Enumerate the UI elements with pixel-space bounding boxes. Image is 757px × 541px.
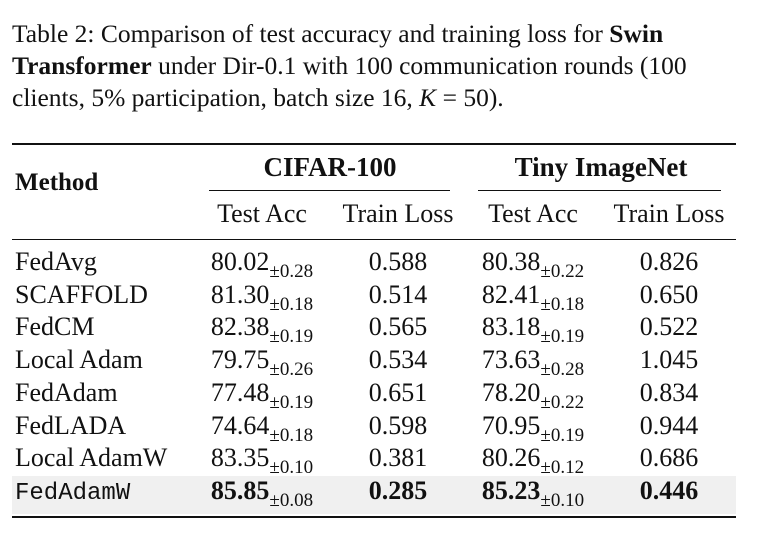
cifar-test-acc-cell: 74.64±0.18	[211, 411, 313, 451]
cifar-test-acc-cell-value: 77.48	[210, 378, 270, 407]
tiny-test-acc-cell-std: ±0.19	[540, 326, 585, 347]
cifar-test-acc-cell: 81.30±0.18	[211, 280, 313, 320]
tiny-test-acc-cell: 80.38±0.22	[482, 247, 584, 287]
cifar-test-acc-cell-std: ±0.19	[269, 326, 314, 347]
cifar-train-loss-cell: 0.565	[368, 312, 428, 341]
tiny-test-acc-cell: 73.63±0.28	[482, 345, 584, 385]
cifar-test-acc-cell-value: 83.35	[210, 443, 270, 472]
tiny-train-loss-cell: 0.446	[639, 476, 699, 505]
caption-middle: under Dir-0.1 with 100 communication rou…	[12, 51, 687, 112]
tiny-train-loss-cell: 1.045	[639, 345, 699, 374]
tiny-test-acc-cell-std: ±0.22	[540, 261, 585, 282]
tiny-train-loss-cell: 0.826	[639, 247, 699, 276]
tiny-test-acc-cell-value: 80.26	[481, 443, 541, 472]
tiny-test-acc-cell: 85.23±0.10	[482, 476, 584, 516]
tiny-test-acc-cell: 70.95±0.19	[482, 411, 584, 451]
subheader-cifar-train-loss: Train Loss	[342, 199, 454, 228]
tiny-test-acc-cell: 80.26±0.12	[482, 443, 584, 483]
highlight-row-bg	[12, 476, 736, 514]
cifar-train-loss-cell: 0.651	[368, 378, 428, 407]
tiny-test-acc-cell-std: ±0.10	[540, 490, 585, 511]
tiny-test-acc-cell-value: 73.63	[481, 345, 541, 374]
cifar-test-acc-cell-value: 81.30	[210, 280, 270, 309]
tiny-test-acc-cell-std: ±0.22	[540, 392, 585, 413]
cifar-test-acc-cell-std: ±0.10	[269, 457, 314, 478]
method-cell: FedAvg	[15, 247, 97, 276]
cifar-train-loss-cell: 0.588	[368, 247, 428, 276]
cifar-train-loss-cell: 0.598	[368, 411, 428, 440]
cifar-test-acc-cell-std: ±0.08	[269, 490, 314, 511]
cifar-test-acc-cell-std: ±0.26	[269, 359, 314, 380]
tiny-imagenet-underline	[478, 190, 721, 191]
table-caption: Table 2: Comparison of test accuracy and…	[12, 18, 737, 114]
cifar-test-acc-cell: 80.02±0.28	[211, 247, 313, 287]
tiny-test-acc-cell: 82.41±0.18	[482, 280, 584, 320]
method-header: Method	[15, 169, 99, 196]
caption-prefix: Table 2: Comparison of test accuracy and…	[12, 19, 610, 48]
tiny-test-acc-cell: 78.20±0.22	[482, 378, 584, 418]
cifar-test-acc-cell: 83.35±0.10	[211, 443, 313, 483]
method-cell: SCAFFOLD	[15, 280, 148, 309]
caption-k-value: = 50).	[436, 83, 504, 112]
top-rule	[12, 143, 736, 145]
tiny-train-loss-cell: 0.944	[639, 411, 699, 440]
subheader-tiny-train-loss: Train Loss	[613, 199, 725, 228]
tiny-test-acc-cell-value: 83.18	[481, 312, 541, 341]
caption-model-name: Swin Transformer	[12, 19, 664, 80]
cifar-test-acc-cell-value: 85.85	[210, 476, 270, 505]
tiny-train-loss-cell: 0.522	[639, 312, 699, 341]
subheader-cifar-test-acc: Test Acc	[217, 199, 307, 228]
tiny-train-loss-cell: 0.686	[639, 443, 699, 472]
cifar-test-acc-cell: 79.75±0.26	[211, 345, 313, 385]
group-header-tiny-imagenet: Tiny ImageNet	[514, 152, 688, 182]
cifar-test-acc-cell-value: 80.02	[210, 247, 270, 276]
tiny-test-acc-cell-value: 82.41	[481, 280, 541, 309]
subheader-tiny-test-acc: Test Acc	[488, 199, 578, 228]
cifar-train-loss-cell: 0.285	[368, 476, 428, 505]
cifar-test-acc-cell-std: ±0.18	[269, 425, 314, 446]
tiny-test-acc-cell-std: ±0.18	[540, 294, 585, 315]
method-cell: Local AdamW	[15, 443, 168, 472]
cifar-test-acc-cell-value: 79.75	[210, 345, 270, 374]
caption-k-symbol: K	[419, 83, 437, 112]
cifar-test-acc-cell: 77.48±0.19	[211, 378, 313, 418]
tiny-test-acc-cell-std: ±0.28	[540, 359, 585, 380]
header-rule	[12, 239, 736, 240]
group-header-cifar: CIFAR-100	[263, 152, 397, 182]
tiny-train-loss-cell: 0.650	[639, 280, 699, 309]
method-cell: FedAdam	[15, 378, 118, 407]
tiny-test-acc-cell-std: ±0.19	[540, 425, 585, 446]
tiny-train-loss-cell: 0.834	[639, 378, 699, 407]
method-cell: Local Adam	[15, 345, 143, 374]
cifar-test-acc-cell-value: 74.64	[210, 411, 270, 440]
cifar-test-acc-cell-std: ±0.28	[269, 261, 314, 282]
tiny-test-acc-cell: 83.18±0.19	[482, 312, 584, 352]
method-cell: FedCM	[15, 312, 95, 341]
tiny-test-acc-cell-value: 78.20	[481, 378, 541, 407]
cifar-train-loss-cell: 0.534	[368, 345, 428, 374]
cifar-train-loss-cell: 0.514	[368, 280, 428, 309]
method-cell: FedAdamW	[15, 480, 131, 507]
method-cell: FedLADA	[15, 411, 127, 440]
cifar-test-acc-cell: 85.85±0.08	[211, 476, 313, 516]
tiny-test-acc-cell-value: 70.95	[481, 411, 541, 440]
tiny-test-acc-cell-value: 80.38	[481, 247, 541, 276]
cifar-test-acc-cell: 82.38±0.19	[211, 312, 313, 352]
cifar-test-acc-cell-std: ±0.19	[269, 392, 314, 413]
cifar-test-acc-cell-std: ±0.18	[269, 294, 314, 315]
tiny-test-acc-cell-value: 85.23	[481, 476, 541, 505]
cifar-train-loss-cell: 0.381	[368, 443, 428, 472]
cifar-test-acc-cell-value: 82.38	[210, 312, 270, 341]
tiny-test-acc-cell-std: ±0.12	[540, 457, 585, 478]
bottom-rule	[12, 516, 736, 518]
cifar-underline	[209, 190, 450, 191]
